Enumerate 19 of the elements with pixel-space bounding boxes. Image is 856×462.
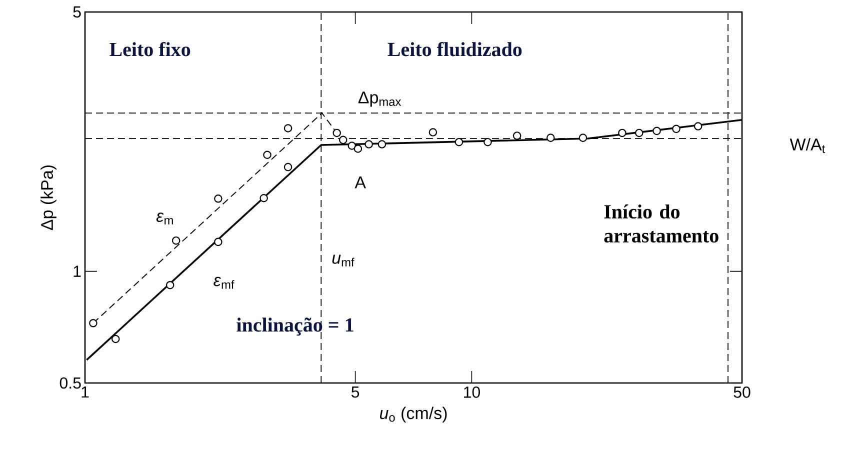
x-tick-label: 50: [734, 386, 750, 398]
annotation: Leito fluidizado: [388, 42, 522, 56]
y-tick-label: 5: [73, 6, 81, 18]
y-axis-title: Δp (kPa): [40, 165, 56, 230]
annotation: A: [354, 176, 366, 188]
x-tick-label: 10: [464, 386, 480, 398]
series-label: ε$_{mf}$: [214, 276, 234, 289]
annotation: Leito fixo: [110, 42, 190, 56]
ref-line-label: u$_{mf}$: [332, 254, 354, 266]
ref-line-label: Δp$_{max}$: [358, 92, 402, 107]
x-tick-label: 5: [351, 386, 360, 398]
y-tick-label: 1: [74, 266, 81, 277]
x-axis-title: u$_{o}$ (cm/s): [380, 406, 447, 423]
y-tick-label: 0.5: [60, 377, 81, 389]
ref-line-label: Início do arrastamento: [604, 204, 718, 243]
ref-line-label: W/A$_{t}$: [790, 138, 826, 154]
annotation: inclinação = 1: [236, 318, 354, 336]
x-tick-label: 1: [82, 386, 89, 398]
series-label: ε$_{m}$: [156, 212, 173, 224]
